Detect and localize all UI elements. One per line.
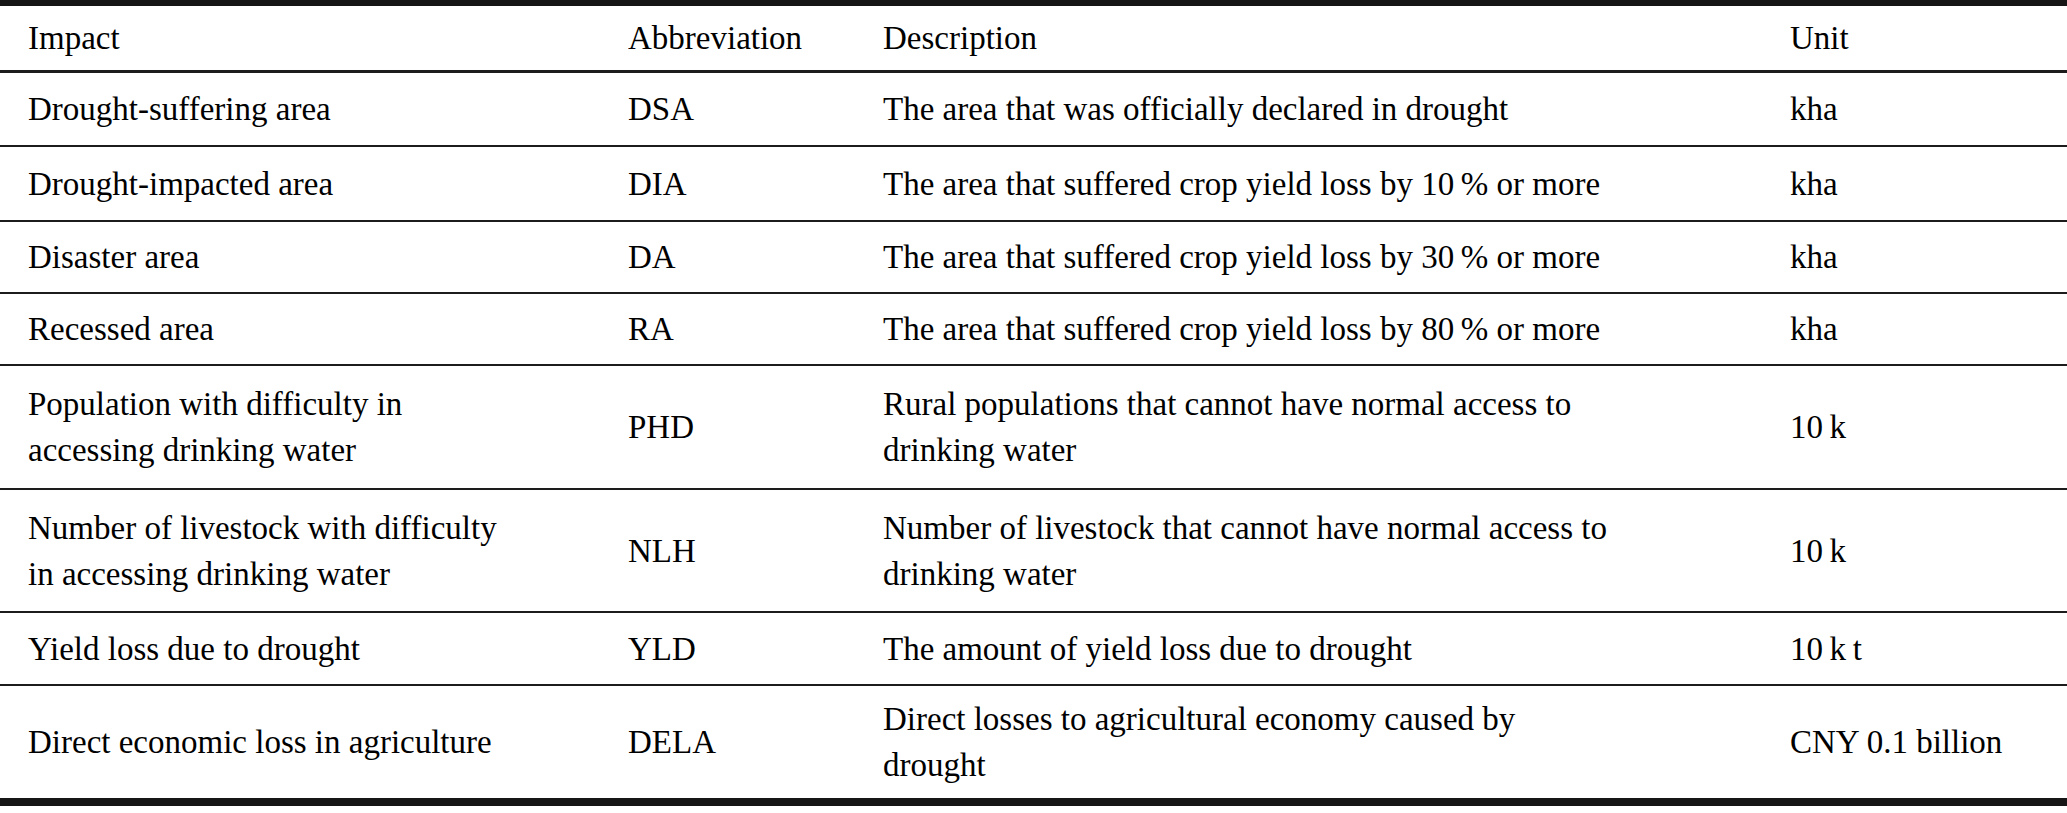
abbreviation-cell: RA [628,293,883,365]
description-cell: The area that was officially declared in… [883,71,1790,146]
column-header-unit: Unit [1790,3,2067,71]
description-cell: The area that suffered crop yield loss b… [883,146,1790,221]
abbreviation-cell: DSA [628,71,883,146]
unit-cell: CNY 0.1 billion [1790,685,2067,802]
unit-cell: kha [1790,146,2067,221]
abbreviation-cell: DA [628,221,883,293]
header-row: Impact Abbreviation Description Unit [0,3,2067,71]
table-row: Drought-impacted areaDIAThe area that su… [0,146,2067,221]
impact-cell: Number of livestock with difficulty in a… [0,489,628,612]
impact-cell: Drought-suffering area [0,71,628,146]
abbreviation-cell: YLD [628,612,883,685]
table-row: Direct economic loss in agricultureDELAD… [0,685,2067,802]
description-cell: The area that suffered crop yield loss b… [883,221,1790,293]
table-row: Population with difficulty in accessing … [0,365,2067,489]
description-cell: Rural populations that cannot have norma… [883,365,1790,489]
abbreviation-cell: NLH [628,489,883,612]
impact-cell: Direct economic loss in agriculture [0,685,628,802]
abbreviation-cell: PHD [628,365,883,489]
table-row: Drought-suffering areaDSAThe area that w… [0,71,2067,146]
drought-impact-definitions-table: Impact Abbreviation Description Unit Dro… [0,0,2067,806]
impact-cell: Disaster area [0,221,628,293]
unit-cell: 10 k [1790,365,2067,489]
description-cell: The amount of yield loss due to drought [883,612,1790,685]
abbreviation-cell: DELA [628,685,883,802]
description-cell: Direct losses to agricultural economy ca… [883,685,1790,802]
table-row: Recessed areaRAThe area that suffered cr… [0,293,2067,365]
abbreviation-cell: DIA [628,146,883,221]
unit-cell: kha [1790,221,2067,293]
unit-cell: kha [1790,71,2067,146]
column-header-abbreviation: Abbreviation [628,3,883,71]
unit-cell: 10 k t [1790,612,2067,685]
table-body: Drought-suffering areaDSAThe area that w… [0,71,2067,802]
unit-cell: 10 k [1790,489,2067,612]
impact-cell: Drought-impacted area [0,146,628,221]
column-header-description: Description [883,3,1790,71]
impact-cell: Recessed area [0,293,628,365]
description-cell: Number of livestock that cannot have nor… [883,489,1790,612]
impact-cell: Population with difficulty in accessing … [0,365,628,489]
column-header-impact: Impact [0,3,628,71]
table-row: Number of livestock with difficulty in a… [0,489,2067,612]
table-row: Yield loss due to droughtYLDThe amount o… [0,612,2067,685]
table-row: Disaster areaDAThe area that suffered cr… [0,221,2067,293]
paper-table-page: Impact Abbreviation Description Unit Dro… [0,0,2067,813]
impact-cell: Yield loss due to drought [0,612,628,685]
description-cell: The area that suffered crop yield loss b… [883,293,1790,365]
unit-cell: kha [1790,293,2067,365]
